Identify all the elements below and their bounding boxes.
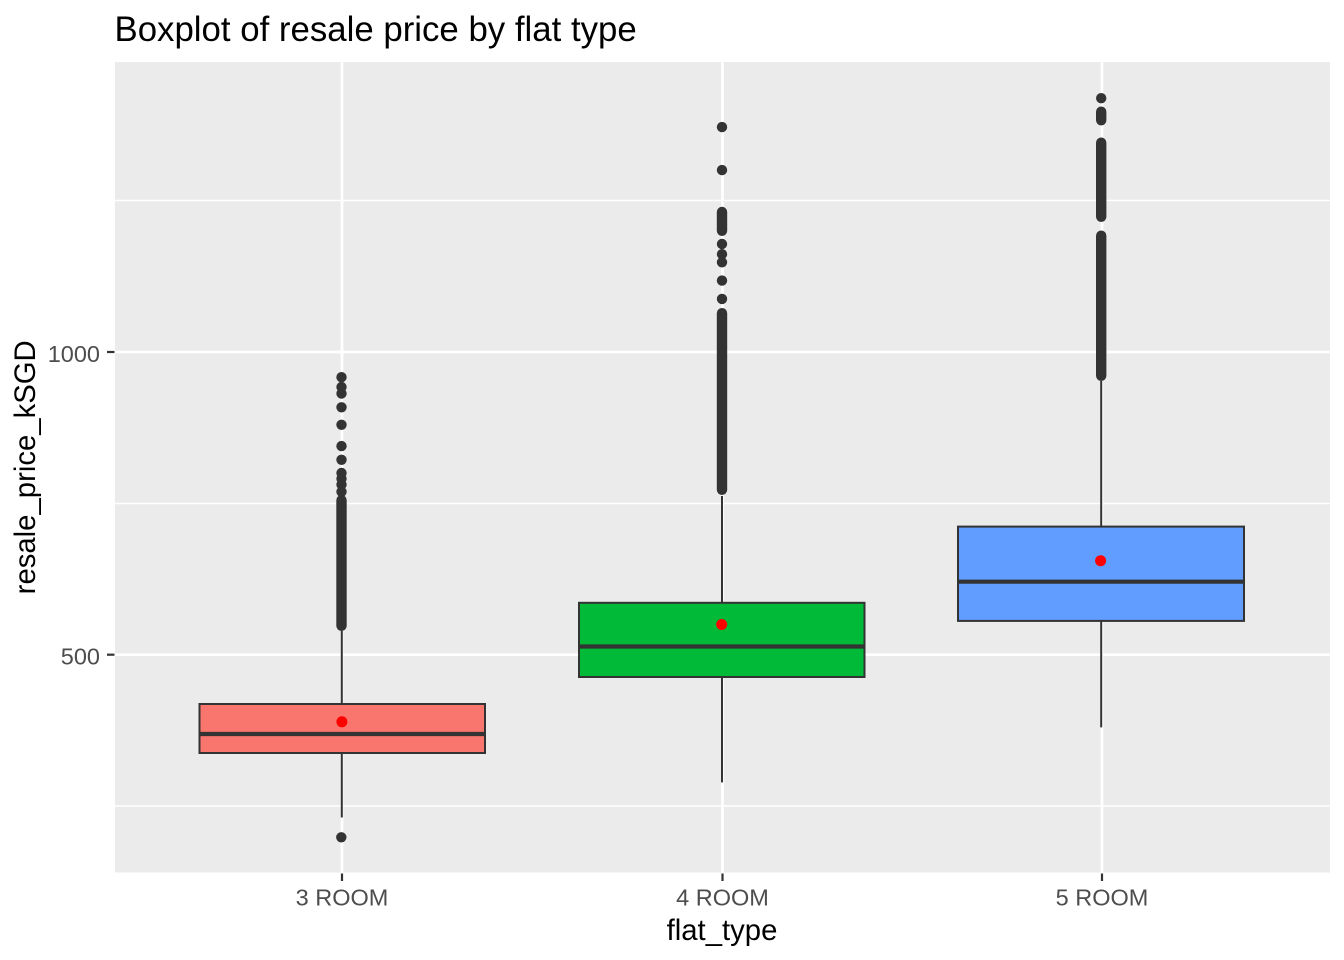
svg-text:Boxplot of resale price by fla: Boxplot of resale price by flat type [115,10,637,49]
svg-text:500: 500 [61,644,100,670]
svg-text:3 ROOM: 3 ROOM [296,885,389,911]
svg-text:flat_type: flat_type [667,914,778,947]
svg-text:4 ROOM: 4 ROOM [676,885,769,911]
svg-text:5 ROOM: 5 ROOM [1056,885,1149,911]
svg-text:resale_price_kSGD: resale_price_kSGD [9,340,42,594]
svg-text:1000: 1000 [48,341,100,367]
